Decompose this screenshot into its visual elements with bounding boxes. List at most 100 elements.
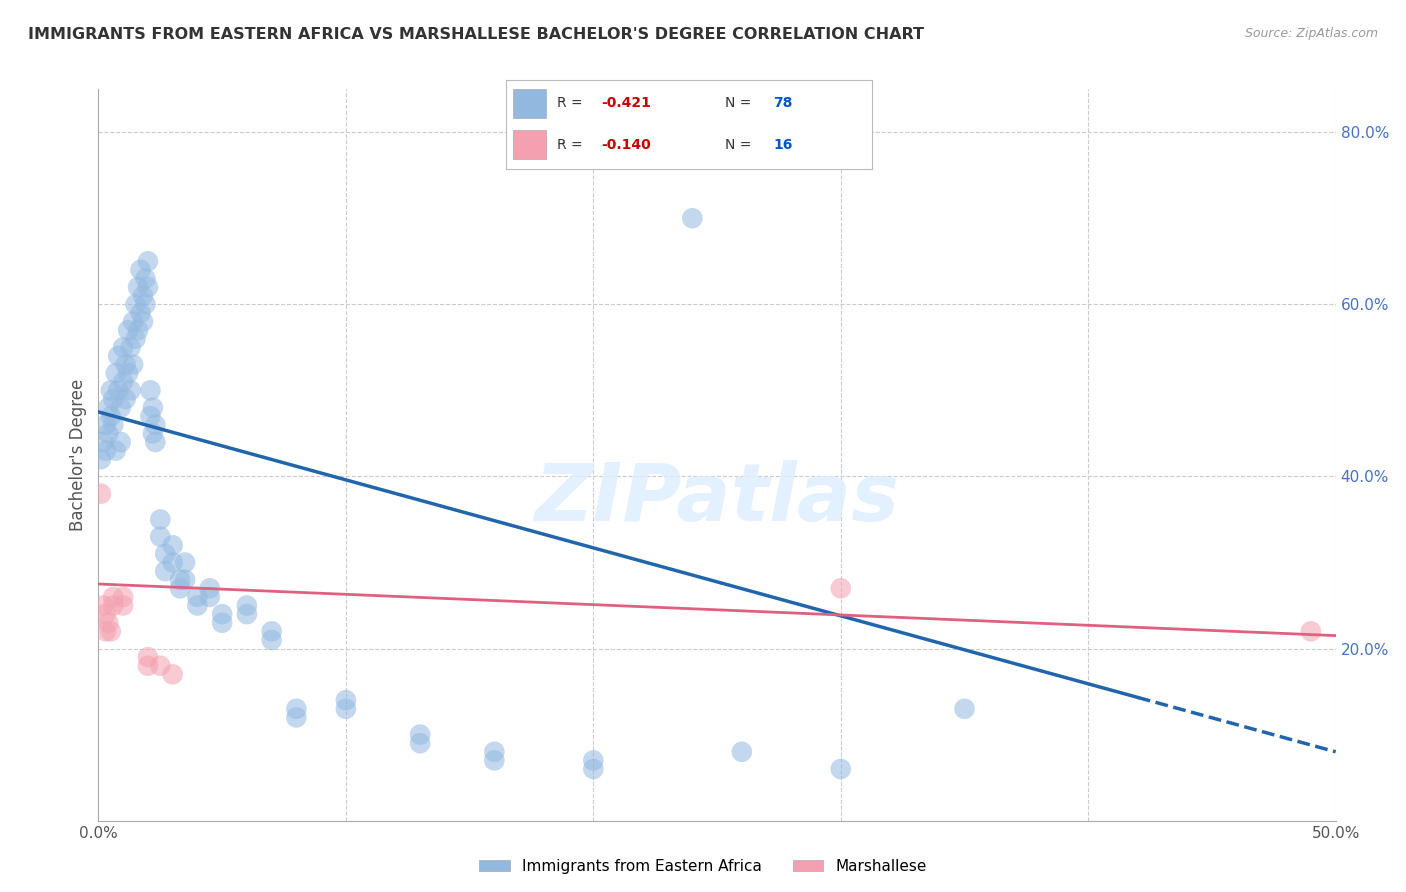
Point [285,702,308,716]
Point [107,349,129,363]
Point [143,435,166,450]
Text: 16: 16 [773,137,793,152]
Point [186,590,208,604]
Point [104,366,127,380]
Point [107,384,129,398]
Point [236,599,259,613]
Point [100,409,122,424]
Point [149,658,172,673]
Point [103,392,125,406]
Point [198,590,221,604]
Point [117,323,139,337]
Point [681,211,703,226]
Point [129,263,152,277]
Point [132,314,155,328]
Point [104,443,127,458]
Legend: Immigrants from Eastern Africa, Marshallese: Immigrants from Eastern Africa, Marshall… [474,853,932,880]
Text: R =: R = [557,137,588,152]
Point [236,607,259,621]
Point [100,624,122,639]
Point [136,650,159,665]
Point [112,599,135,613]
Point [114,358,136,372]
Point [830,762,852,776]
Point [582,762,605,776]
Point [112,375,135,389]
Point [149,512,172,526]
FancyBboxPatch shape [513,89,547,118]
Point [162,556,184,570]
Point [129,306,152,320]
Point [136,280,159,294]
Point [953,702,976,716]
Point [409,736,432,750]
Point [582,753,605,767]
Point [1299,624,1322,639]
Point [103,599,125,613]
Point [155,564,177,578]
Point [90,486,112,500]
Text: -0.140: -0.140 [602,137,651,152]
Point [127,323,149,337]
Point [103,590,125,604]
Point [97,401,120,415]
Point [174,573,197,587]
Point [335,702,357,716]
Point [127,280,149,294]
Text: -0.421: -0.421 [602,96,651,111]
Text: N =: N = [725,96,756,111]
Point [260,624,283,639]
Point [139,409,162,424]
Point [142,401,165,415]
Point [731,745,754,759]
Point [830,582,852,596]
Point [174,556,197,570]
Point [260,632,283,647]
Point [120,340,142,354]
Point [169,573,191,587]
Point [136,658,159,673]
Text: 78: 78 [773,96,793,111]
FancyBboxPatch shape [513,130,547,159]
Point [211,615,233,630]
Point [484,753,506,767]
Y-axis label: Bachelor's Degree: Bachelor's Degree [69,379,87,531]
Point [335,693,357,707]
Text: Source: ZipAtlas.com: Source: ZipAtlas.com [1244,27,1378,40]
Point [94,607,117,621]
Point [114,392,136,406]
Text: R =: R = [557,96,588,111]
Point [198,582,221,596]
Point [93,599,115,613]
Point [110,401,132,415]
Text: ZIPatlas: ZIPatlas [534,459,900,538]
Point [117,366,139,380]
Text: N =: N = [725,137,756,152]
Text: IMMIGRANTS FROM EASTERN AFRICA VS MARSHALLESE BACHELOR'S DEGREE CORRELATION CHAR: IMMIGRANTS FROM EASTERN AFRICA VS MARSHA… [28,27,924,42]
Point [90,452,112,467]
Point [100,384,122,398]
Point [103,417,125,432]
Point [134,297,156,311]
Point [162,538,184,552]
Point [93,435,115,450]
Point [169,582,191,596]
Point [94,624,117,639]
Point [409,728,432,742]
Point [94,443,117,458]
Point [186,599,208,613]
Point [97,426,120,441]
Point [139,384,162,398]
Point [110,435,132,450]
Point [124,332,146,346]
Point [162,667,184,681]
Point [142,426,165,441]
Point [112,340,135,354]
Point [143,417,166,432]
Point [155,547,177,561]
Point [112,590,135,604]
Point [132,289,155,303]
Point [484,745,506,759]
Point [94,417,117,432]
Point [285,710,308,724]
